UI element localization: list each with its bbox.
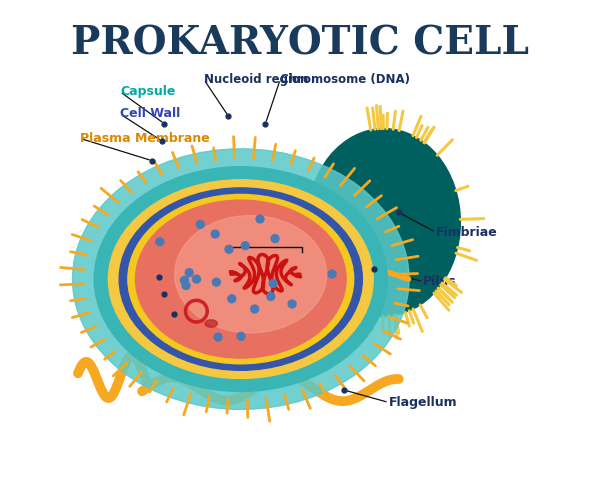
Ellipse shape xyxy=(136,200,346,358)
Circle shape xyxy=(214,333,222,341)
Ellipse shape xyxy=(128,195,353,364)
Text: Cytoplasm: Cytoplasm xyxy=(110,307,184,320)
Text: Flagellum: Flagellum xyxy=(389,396,457,409)
Ellipse shape xyxy=(109,180,373,378)
Circle shape xyxy=(193,275,200,283)
Ellipse shape xyxy=(307,129,460,316)
Circle shape xyxy=(212,278,220,286)
Circle shape xyxy=(269,279,277,287)
Ellipse shape xyxy=(119,188,362,370)
Text: PROKARYOTIC CELL: PROKARYOTIC CELL xyxy=(71,25,529,63)
Text: Ribosome: Ribosome xyxy=(118,329,186,342)
Circle shape xyxy=(185,268,193,276)
Ellipse shape xyxy=(175,216,326,333)
Circle shape xyxy=(156,238,164,246)
Text: Chromosome (DNA): Chromosome (DNA) xyxy=(280,73,410,86)
Circle shape xyxy=(271,235,279,243)
Circle shape xyxy=(196,221,204,229)
Circle shape xyxy=(211,230,219,238)
Circle shape xyxy=(228,295,236,303)
Circle shape xyxy=(237,332,245,340)
Circle shape xyxy=(288,300,296,308)
Text: Nucleoid region: Nucleoid region xyxy=(204,73,308,86)
Ellipse shape xyxy=(94,167,388,391)
Text: Cell Wall: Cell Wall xyxy=(120,107,180,120)
Text: Plasma Membrane: Plasma Membrane xyxy=(80,132,210,145)
Circle shape xyxy=(182,281,190,289)
Ellipse shape xyxy=(73,149,409,409)
Circle shape xyxy=(251,305,259,313)
Text: Plasmid: Plasmid xyxy=(112,287,167,300)
Circle shape xyxy=(181,276,188,284)
Text: Fimbriae: Fimbriae xyxy=(436,226,497,239)
Circle shape xyxy=(241,242,249,250)
Circle shape xyxy=(328,270,336,278)
Text: Pilus: Pilus xyxy=(424,275,457,288)
Circle shape xyxy=(225,246,233,253)
Ellipse shape xyxy=(205,320,217,327)
Circle shape xyxy=(256,215,264,223)
Circle shape xyxy=(267,292,275,300)
Text: Capsule: Capsule xyxy=(120,85,175,98)
